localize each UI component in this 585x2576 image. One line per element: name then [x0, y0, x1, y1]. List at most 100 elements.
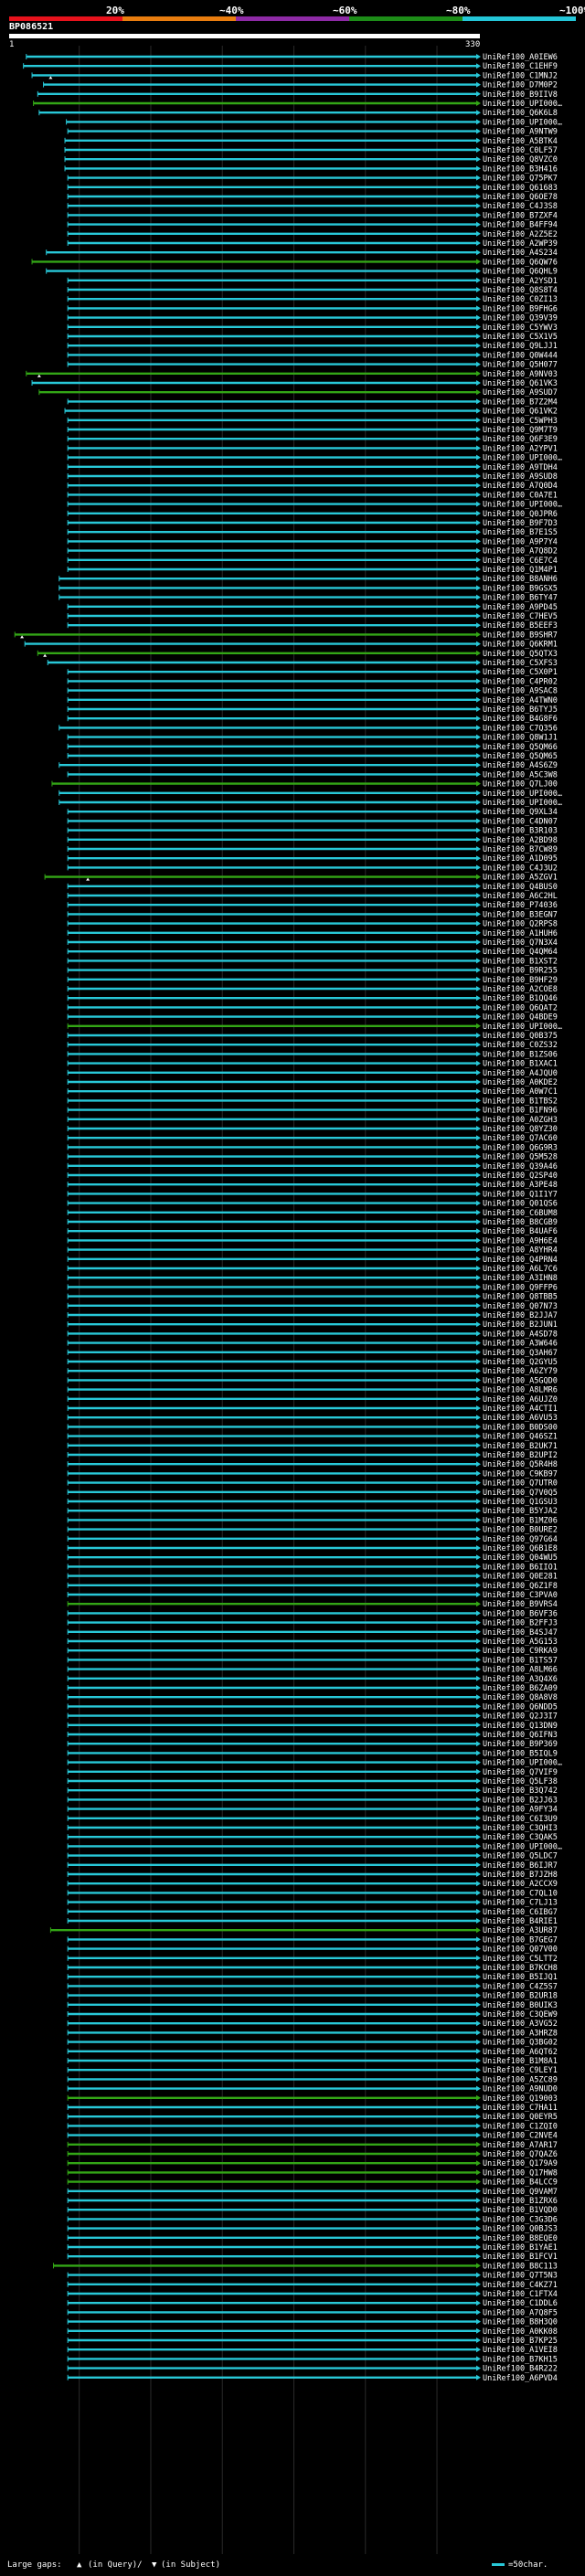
hit-label[interactable]: UniRef100_A3Q4X6 [483, 1675, 558, 1684]
hit-label[interactable]: UniRef100_A7Q8D2 [483, 547, 558, 557]
hit-label[interactable]: UniRef100_B8H3Q0 [483, 2318, 558, 2327]
hit-label[interactable]: UniRef100_Q7AC60 [483, 1134, 558, 1143]
hit-label[interactable]: UniRef100_A5GQD0 [483, 1376, 558, 1385]
hit-label[interactable]: UniRef100_C0ZI13 [483, 295, 558, 304]
hit-label[interactable]: UniRef100_B3R103 [483, 827, 558, 836]
hit-label[interactable]: UniRef100_B3EGN7 [483, 910, 558, 919]
hit-label[interactable]: UniRef100_P74036 [483, 901, 558, 910]
hit-label[interactable]: UniRef100_A6L7C6 [483, 1265, 558, 1274]
hit-label[interactable]: UniRef100_Q4BUS0 [483, 883, 558, 892]
hit-label[interactable]: UniRef100_B4SJ47 [483, 1628, 558, 1638]
hit-label[interactable]: UniRef100_Q0JPR6 [483, 510, 558, 519]
hit-label[interactable]: UniRef100_Q6Z1F8 [483, 1582, 558, 1591]
hit-label[interactable]: UniRef100_Q2GYU5 [483, 1358, 558, 1367]
hit-label[interactable]: UniRef100_Q179A9 [483, 2159, 558, 2168]
hit-label[interactable]: UniRef100_Q4PRN4 [483, 1256, 558, 1265]
hit-label[interactable]: UniRef100_B7GEG7 [483, 1935, 558, 1945]
hit-label[interactable]: UniRef100_B7KH15 [483, 2355, 558, 2364]
hit-label[interactable]: UniRef100_A6ZY79 [483, 1367, 558, 1376]
hit-label[interactable]: UniRef100_B2UR18 [483, 1992, 558, 2001]
hit-label[interactable]: UniRef100_A9NTW9 [483, 128, 558, 137]
hit-label[interactable]: UniRef100_B7KCH8 [483, 1964, 558, 1973]
hit-label[interactable]: UniRef100_Q0B375 [483, 1032, 558, 1041]
hit-label[interactable]: UniRef100_Q61VK2 [483, 408, 558, 417]
hit-label[interactable]: UniRef100_A2Z5E2 [483, 230, 558, 239]
hit-label[interactable]: UniRef100_A7Q8F5 [483, 2308, 558, 2317]
hit-label[interactable]: UniRef100_Q19003 [483, 2094, 558, 2104]
hit-label[interactable]: UniRef100_B9F7D3 [483, 519, 558, 528]
hit-label[interactable]: UniRef100_C5X1V5 [483, 333, 558, 342]
hit-label[interactable]: UniRef100_B4G8F6 [483, 715, 558, 724]
hit-label[interactable]: UniRef100_A9H6E4 [483, 1236, 558, 1246]
hit-label[interactable]: UniRef100_A3HRZ8 [483, 2029, 558, 2038]
hit-label[interactable]: UniRef100_A2YSD1 [483, 277, 558, 286]
hit-label[interactable]: UniRef100_A2CCX9 [483, 1880, 558, 1889]
hit-label[interactable]: UniRef100_C5LTT2 [483, 1955, 558, 1964]
hit-label[interactable]: UniRef100_C7HA11 [483, 2104, 558, 2113]
hit-label[interactable]: UniRef100_C7QL10 [483, 1889, 558, 1898]
hit-label[interactable]: UniRef100_Q5QTX3 [483, 650, 558, 659]
hit-label[interactable]: UniRef100_A3UR87 [483, 1926, 558, 1935]
hit-label[interactable]: UniRef100_B2UK71 [483, 1442, 558, 1451]
hit-label[interactable]: UniRef100_A9NUD0 [483, 2085, 558, 2094]
hit-label[interactable]: UniRef100_B9HF29 [483, 976, 558, 985]
hit-label[interactable]: UniRef100_C1DDL6 [483, 2299, 558, 2308]
hit-label[interactable]: UniRef100_A9SUD7 [483, 388, 558, 398]
hit-label[interactable]: UniRef100_D7M0P2 [483, 81, 558, 90]
hit-label[interactable]: UniRef100_B9IIV8 [483, 90, 558, 100]
hit-label[interactable]: UniRef100_C9KB97 [483, 1469, 558, 1479]
hit-label[interactable]: UniRef100_B7E1S5 [483, 528, 558, 537]
hit-label[interactable]: UniRef100_Q6F3E9 [483, 435, 558, 444]
hit-label[interactable]: UniRef100_A3VG52 [483, 2019, 558, 2029]
hit-label[interactable]: UniRef100_A3W646 [483, 1340, 558, 1349]
hit-label[interactable]: UniRef100_Q9LJJ1 [483, 342, 558, 351]
hit-label[interactable]: UniRef100_B1ZRX6 [483, 2197, 558, 2206]
hit-label[interactable]: UniRef100_B1VQD0 [483, 2206, 558, 2215]
hit-label[interactable]: UniRef100_B5EEF3 [483, 621, 558, 631]
hit-label[interactable]: UniRef100_UPI000… [483, 100, 562, 109]
hit-label[interactable]: UniRef100_A6QT62 [483, 2048, 558, 2057]
hit-label[interactable]: UniRef100_UPI000… [483, 118, 562, 127]
hit-label[interactable]: UniRef100_UPI000… [483, 1759, 562, 1768]
hit-label[interactable]: UniRef100_Q61VK3 [483, 379, 558, 388]
hit-label[interactable]: UniRef100_B6TY47 [483, 594, 558, 603]
hit-label[interactable]: UniRef100_Q6QW76 [483, 258, 558, 267]
hit-label[interactable]: UniRef100_C5YWV3 [483, 323, 558, 333]
hit-label[interactable]: UniRef100_A4JQU0 [483, 1069, 558, 1078]
hit-label[interactable]: UniRef100_UPI000… [483, 501, 562, 510]
hit-label[interactable]: UniRef100_Q4QM64 [483, 948, 558, 957]
hit-label[interactable]: UniRef100_Q6KRM1 [483, 641, 558, 650]
hit-label[interactable]: UniRef100_A4S234 [483, 249, 558, 258]
hit-label[interactable]: UniRef100_Q6B1E8 [483, 1544, 558, 1553]
hit-label[interactable]: UniRef100_A9P7Y4 [483, 537, 558, 546]
hit-label[interactable]: UniRef100_A3IHN8 [483, 1274, 558, 1283]
hit-label[interactable]: UniRef100_Q1M4P1 [483, 566, 558, 575]
hit-label[interactable]: UniRef100_C4J3U2 [483, 864, 558, 873]
hit-label[interactable]: UniRef100_Q2SP40 [483, 1171, 558, 1181]
hit-label[interactable]: UniRef100_A6PVD4 [483, 2374, 558, 2383]
hit-label[interactable]: UniRef100_B2FFJ3 [483, 1619, 558, 1628]
hit-label[interactable]: UniRef100_C0LF57 [483, 146, 558, 155]
hit-label[interactable]: UniRef100_B1XST2 [483, 957, 558, 966]
hit-label[interactable]: UniRef100_C6E7C4 [483, 557, 558, 566]
hit-label[interactable]: UniRef100_Q04WU5 [483, 1553, 558, 1563]
hit-label[interactable]: UniRef100_C0ZS32 [483, 1041, 558, 1050]
hit-label[interactable]: UniRef100_B2JUN1 [483, 1320, 558, 1330]
hit-label[interactable]: UniRef100_B3Q742 [483, 1786, 558, 1796]
hit-label[interactable]: UniRef100_Q6IFN3 [483, 1731, 558, 1740]
hit-label[interactable]: UniRef100_A1D095 [483, 854, 558, 864]
hit-label[interactable]: UniRef100_A9SUD8 [483, 472, 558, 482]
hit-label[interactable]: UniRef100_Q6NDD5 [483, 1702, 558, 1712]
hit-label[interactable]: UniRef100_C3QEW9 [483, 2010, 558, 2019]
hit-label[interactable]: UniRef100_C1ZQI0 [483, 2122, 558, 2131]
hit-label[interactable]: UniRef100_Q01QS6 [483, 1200, 558, 1209]
hit-label[interactable]: UniRef100_B9P369 [483, 1740, 558, 1749]
hit-label[interactable]: UniRef100_A9TDH4 [483, 463, 558, 472]
hit-label[interactable]: UniRef100_B1QQ46 [483, 994, 558, 1003]
hit-label[interactable]: UniRef100_Q5H077 [483, 361, 558, 370]
hit-label[interactable]: UniRef100_Q07V00 [483, 1945, 558, 1955]
hit-label[interactable]: UniRef100_B7KP25 [483, 2337, 558, 2346]
hit-label[interactable]: UniRef100_A5BTK4 [483, 137, 558, 146]
hit-label[interactable]: UniRef100_UPI000… [483, 1023, 562, 1032]
hit-label[interactable]: UniRef100_A1HUH6 [483, 929, 558, 938]
